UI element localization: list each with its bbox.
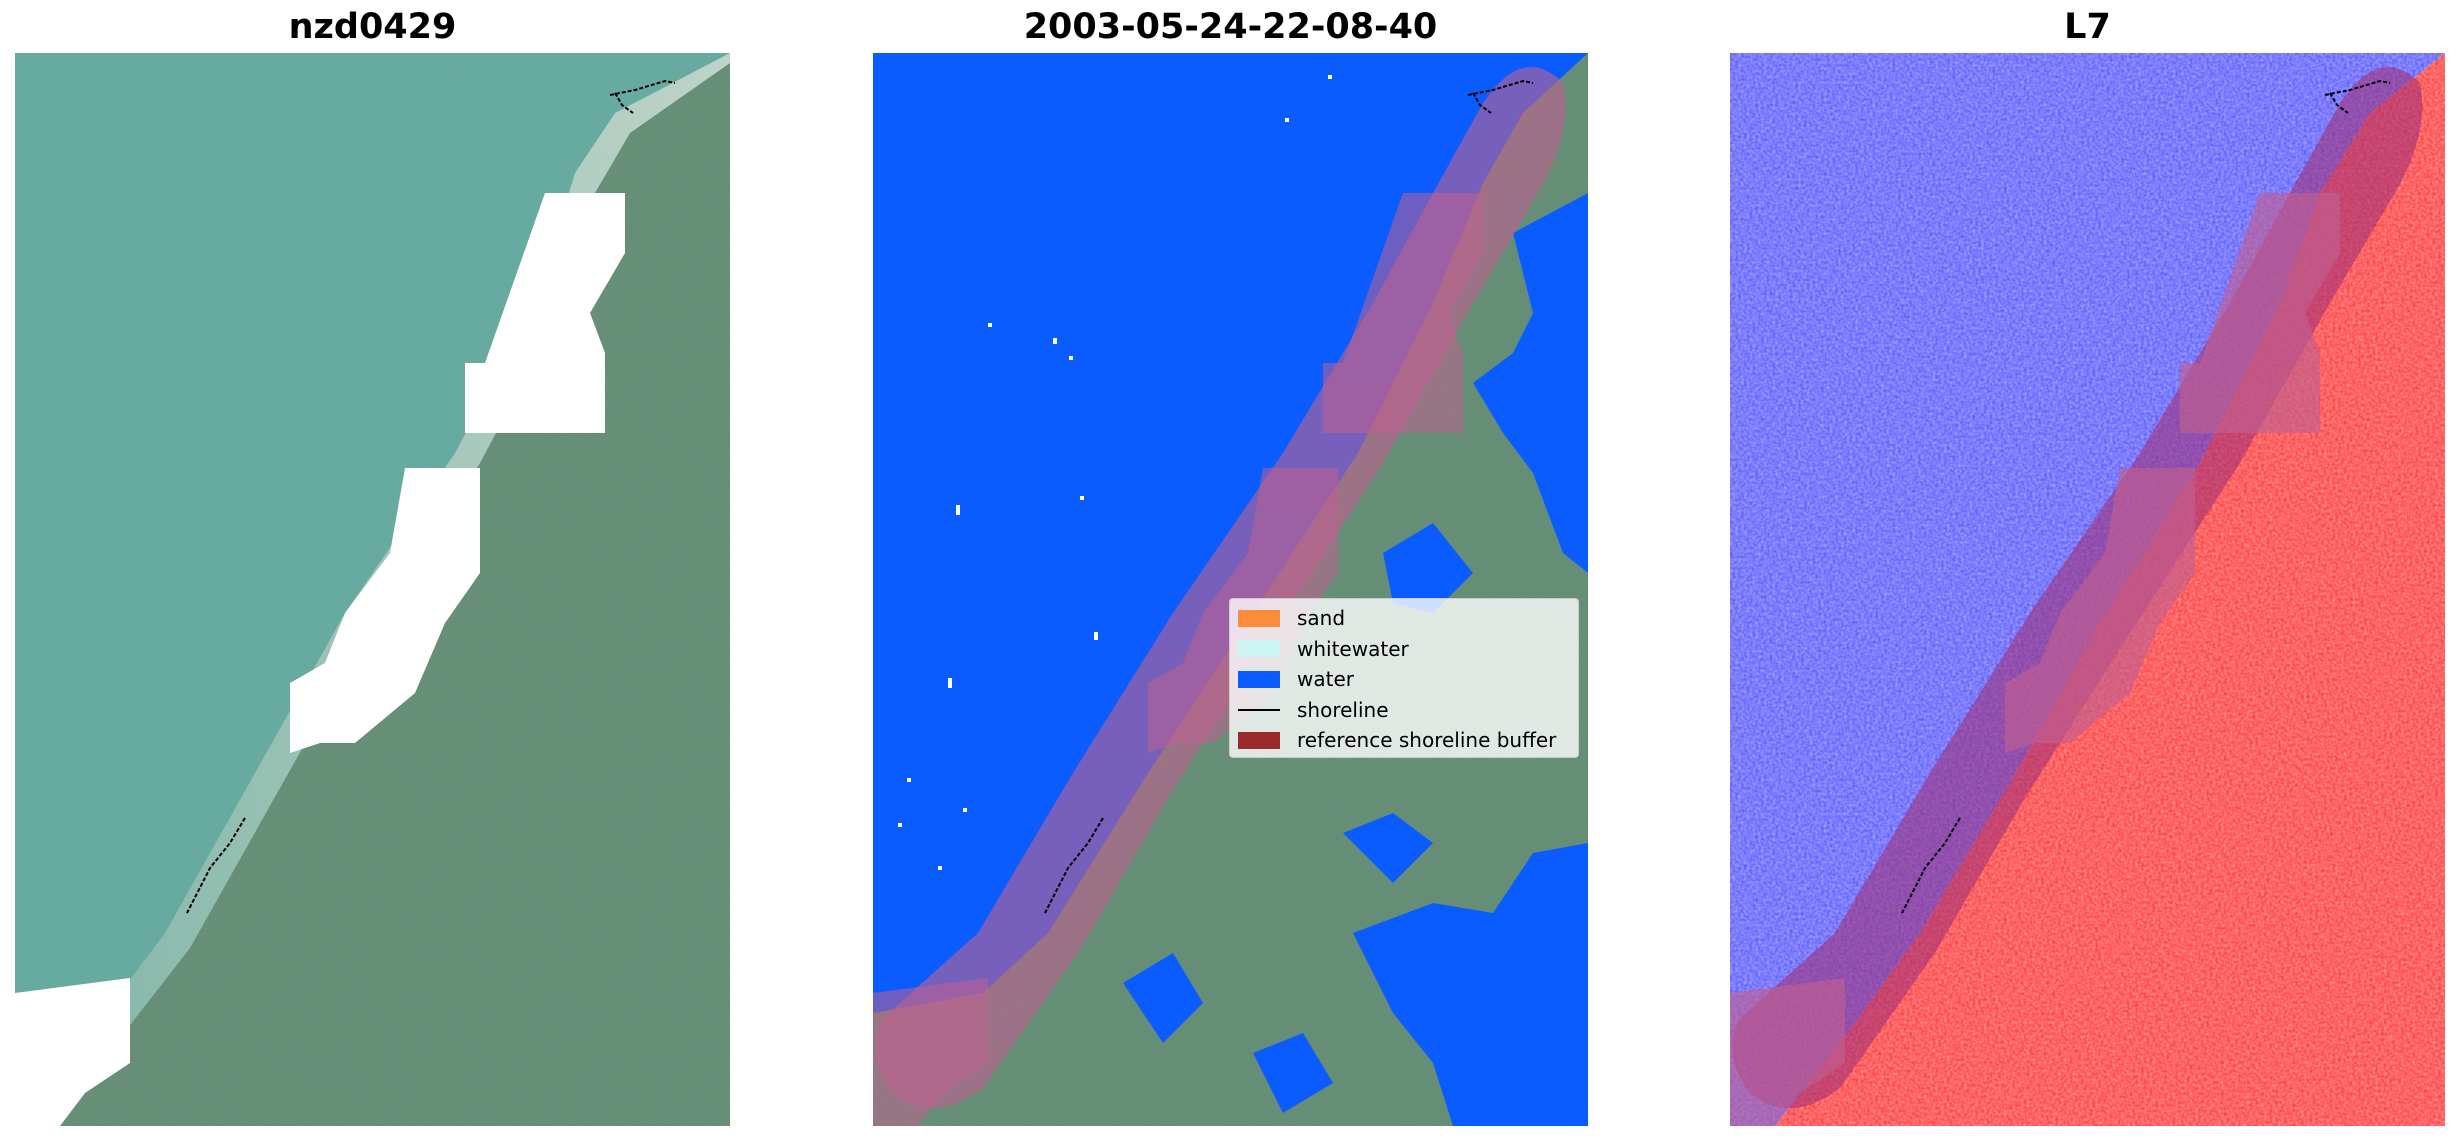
classified-image-panel <box>873 53 1588 1126</box>
rgb-image-panel <box>15 53 730 1126</box>
buffer-swatch <box>1238 731 1280 749</box>
water-swatch <box>1238 670 1280 688</box>
index-image-panel <box>1730 53 2445 1126</box>
legend-item-shoreline: shoreline <box>1238 695 1570 726</box>
panel-title-rgb: nzd0429 <box>288 7 457 47</box>
legend-item-whitewater: whitewater <box>1238 634 1570 665</box>
panel-title-classified: 2003-05-24-22-08-40 <box>1023 7 1438 47</box>
legend-item-sand: sand <box>1238 603 1570 634</box>
shoreline-trace <box>186 79 676 914</box>
shoreline-trace <box>1044 79 1534 914</box>
legend-label-shoreline: shoreline <box>1297 697 1389 722</box>
panel-title-index: L7 <box>2064 7 2111 47</box>
rgb-image <box>15 53 730 1126</box>
cloud-mask-overlay <box>1730 193 2340 1126</box>
legend-label-sand: sand <box>1297 606 1346 631</box>
cloud-mask <box>15 193 625 1126</box>
legend-item-buffer: reference shoreline buffer <box>1238 725 1570 756</box>
water-class-patches <box>1123 193 1588 1126</box>
legend: sand whitewater water shoreline referenc… <box>1229 598 1579 758</box>
shoreline-trace <box>1901 79 2391 914</box>
legend-label-whitewater: whitewater <box>1297 636 1409 661</box>
white-speckles <box>898 75 1332 870</box>
legend-label-buffer: reference shoreline buffer <box>1297 728 1557 753</box>
index-image <box>1730 53 2445 1126</box>
legend-label-water: water <box>1297 667 1354 692</box>
classified-image <box>873 53 1588 1126</box>
legend-item-water: water <box>1238 664 1570 695</box>
sand-swatch <box>1238 609 1280 627</box>
whitewater-swatch <box>1238 640 1280 658</box>
shoreline-line-swatch <box>1238 708 1280 711</box>
